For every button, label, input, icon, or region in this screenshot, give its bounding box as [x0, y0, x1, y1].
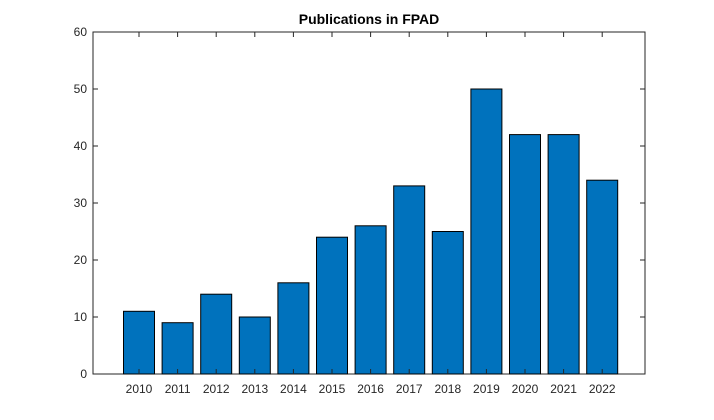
bar-2019 — [470, 88, 503, 375]
x-tick-label: 2015 — [319, 382, 346, 396]
y-tick-label: 60 — [74, 25, 88, 39]
x-tick-label: 2014 — [280, 382, 307, 396]
bars-group — [123, 88, 619, 375]
y-tick-label: 30 — [74, 196, 88, 210]
y-tick-label: 40 — [74, 139, 88, 153]
bar-2017 — [393, 185, 426, 375]
chart-title: Publications in FPAD — [299, 11, 440, 27]
x-tick-label: 2018 — [434, 382, 461, 396]
x-tick-label: 2011 — [165, 382, 191, 396]
x-tick-label: 2022 — [589, 382, 616, 396]
x-tick-label: 2017 — [396, 382, 423, 396]
x-tick-label: 2021 — [550, 382, 577, 396]
bar-2015 — [316, 236, 348, 375]
x-tick-label: 2019 — [473, 382, 500, 396]
x-tick-label: 2020 — [512, 382, 539, 396]
bar-2013 — [238, 316, 271, 375]
x-tick-label: 2016 — [357, 382, 384, 396]
x-tick-label: 2010 — [126, 382, 153, 396]
bar-2018 — [431, 231, 464, 375]
bar-2020 — [509, 134, 541, 375]
bar-2022 — [586, 179, 619, 375]
y-tick-label: 50 — [74, 82, 88, 96]
y-tick-label: 0 — [80, 367, 87, 381]
y-tick-label: 10 — [74, 310, 88, 324]
bar-2016 — [354, 225, 387, 375]
x-tick-label: 2012 — [203, 382, 230, 396]
bar-2010 — [123, 310, 155, 375]
y-tick-label: 20 — [74, 253, 88, 267]
x-tick-label: 2013 — [241, 382, 268, 396]
y-axis: 0 10 20 30 40 50 60 — [74, 25, 645, 381]
bar-2021 — [547, 134, 580, 375]
bar-2011 — [161, 322, 194, 375]
bar-2012 — [200, 293, 233, 375]
x-axis: 2010 2011 2012 2013 2014 2015 2016 2017 2018 2019… — [126, 32, 616, 396]
bar-2014 — [277, 282, 310, 375]
